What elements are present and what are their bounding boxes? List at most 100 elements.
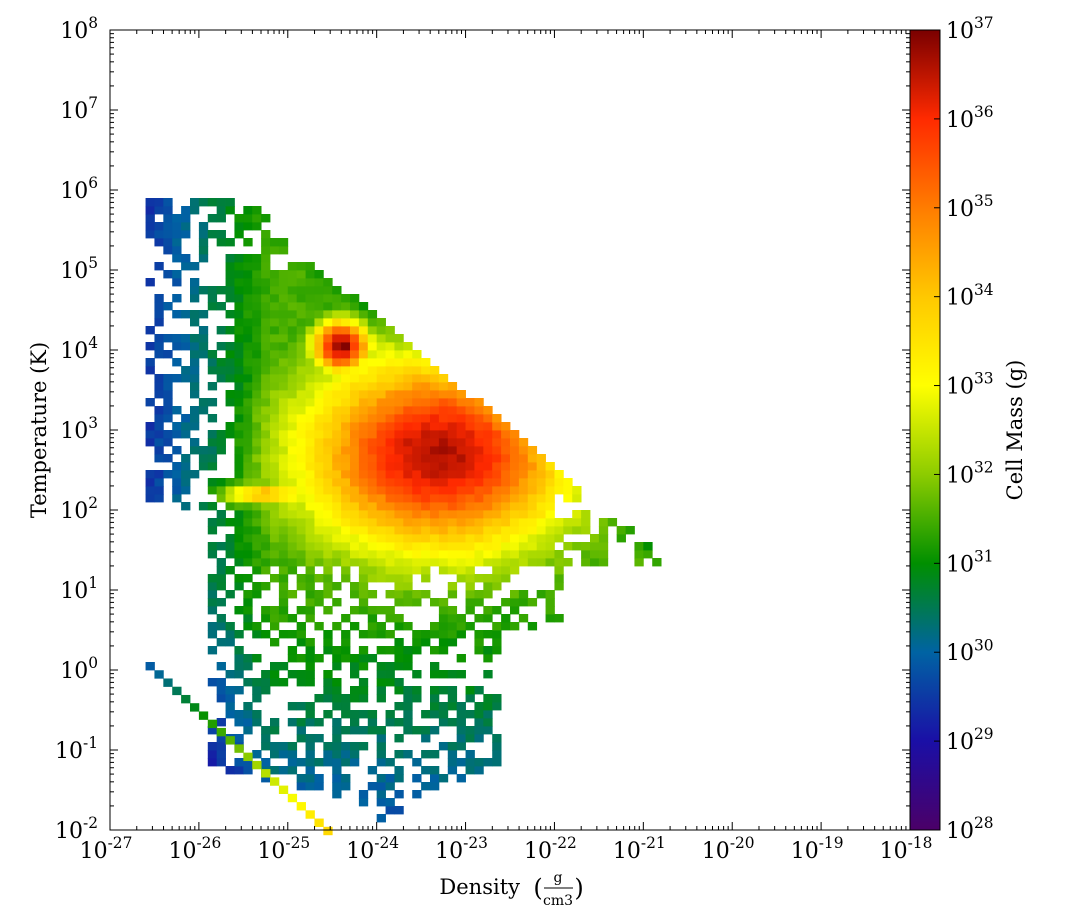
heatmap-cell [403,358,413,367]
heatmap-cell [314,310,324,319]
heatmap-cell [296,318,306,327]
heatmap-cell [358,542,369,551]
heatmap-cell [430,486,440,495]
heatmap-cell [465,758,475,767]
heatmap-cell [207,646,218,655]
heatmap-cell [474,550,484,559]
heatmap-cell [287,534,298,543]
heatmap-cell [252,430,262,439]
heatmap-cell [163,334,173,343]
heatmap-cell [323,310,333,319]
heatmap-cell [261,326,271,335]
heatmap-cell [252,366,262,375]
heatmap-cell [376,406,386,415]
heatmap-cell [243,758,253,767]
heatmap-cell [412,694,422,703]
heatmap-cell [430,766,440,775]
heatmap-cell [243,662,253,671]
heatmap-cell [243,526,253,535]
heatmap-cell [234,478,244,487]
heatmap-cell [332,662,342,671]
heatmap-cell [181,462,191,471]
heatmap-cell [483,462,493,471]
heatmap-cell [554,574,564,583]
heatmap-cell [314,494,324,503]
x-tick-label: 10-24 [346,834,399,864]
heatmap-cell [501,558,511,567]
heatmap-cell [207,198,218,207]
heatmap-cell [296,670,306,679]
heatmap-cell [332,510,342,519]
heatmap-cell [430,374,440,383]
heatmap-cell [341,302,351,311]
heatmap-cell [385,718,395,727]
heatmap-cell [483,430,493,439]
heatmap-cell [261,390,271,399]
heatmap-cell [332,494,342,503]
heatmap-cell [190,318,200,327]
heatmap-cell [305,262,315,271]
heatmap-cell [394,494,404,503]
heatmap-cell [447,430,458,439]
heatmap-cell [438,622,449,631]
heatmap-cell [181,254,191,263]
heatmap-cell [412,774,422,783]
heatmap-cell [376,454,386,463]
heatmap-cell [145,422,155,431]
heatmap-cell [296,446,306,455]
heatmap-cell [296,638,306,647]
heatmap-cell [207,598,218,607]
heatmap-cell [287,406,298,415]
heatmap-cell [243,470,253,479]
heatmap-cell [358,446,369,455]
heatmap-cell [412,366,422,375]
heatmap-cell [438,686,449,695]
heatmap-cell [190,366,200,375]
heatmap-cell [394,486,404,495]
heatmap-cell [243,718,253,727]
heatmap-cell [154,390,164,399]
heatmap-cell [358,510,369,519]
heatmap-cell [492,526,502,535]
heatmap-cell [287,446,298,455]
heatmap-cell [385,710,395,719]
heatmap-cell [287,262,298,271]
heatmap-cell [358,654,369,663]
heatmap-cell [234,534,244,543]
heatmap-cell [341,478,351,487]
heatmap-cell [510,462,520,471]
heatmap-cell [252,270,262,279]
heatmap-cell [403,646,413,655]
svg-text:): ) [574,874,583,902]
heatmap-cell [163,238,173,247]
heatmap-cell [350,750,360,759]
heatmap-cell [447,478,458,487]
heatmap-cell [376,358,386,367]
heatmap-cell [438,478,449,487]
heatmap-cell [278,550,289,559]
heatmap-cell [456,454,466,463]
heatmap-cell [447,390,458,399]
heatmap-cell [154,486,164,495]
heatmap-cell [145,278,155,287]
heatmap-cell [430,422,440,431]
heatmap-cell [145,470,155,479]
heatmap-cell [518,438,529,447]
x-axis-label: Density [439,875,520,899]
heatmap-cell [305,774,315,783]
heatmap-cell [358,326,369,335]
heatmap-cell [198,406,209,415]
heatmap-cell [243,294,253,303]
heatmap-cell [181,334,191,343]
heatmap-cell [145,230,155,239]
heatmap-cell [358,606,369,615]
heatmap-cell [634,550,644,559]
heatmap-cell [474,510,484,519]
heatmap-cell [305,286,315,295]
heatmap-cell [545,510,555,519]
heatmap-cell [358,358,369,367]
heatmap-cell [207,542,218,551]
heatmap-cell [341,294,351,303]
heatmap-cell [367,566,378,575]
heatmap-cell [527,550,538,559]
